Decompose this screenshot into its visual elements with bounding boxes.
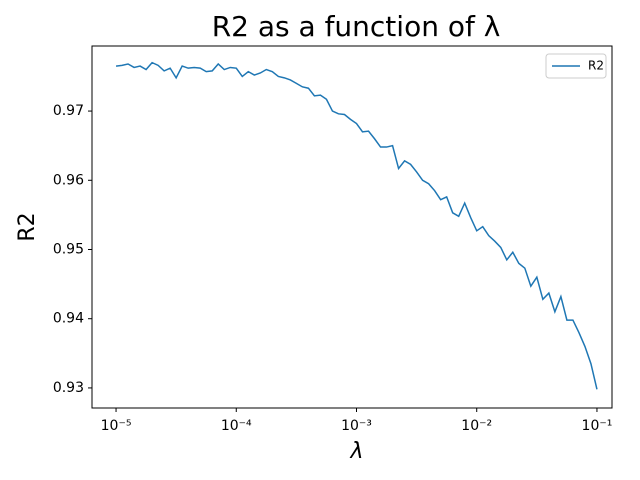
x-tick-label: 10⁻³ [341,418,372,434]
x-tick-label: 10⁻¹ [582,418,613,434]
plot-frame [91,45,613,409]
x-tick-label: 10⁻⁵ [101,418,132,434]
line [115,61,598,390]
y-tick-label: 0.93 [53,380,84,396]
legend-label: R2 [588,59,604,73]
y-tick-label: 0.96 [53,172,84,188]
y-axis-label: R2 [15,212,40,241]
x-axis-label: λ [349,439,363,464]
x-tick-label: 10⁻² [461,418,492,434]
chart-title: R2 as a function of λ [212,10,501,43]
y-tick-label: 0.97 [53,103,84,119]
y-tick-label: 0.94 [53,311,84,327]
y-tick-label: 0.95 [53,241,84,257]
x-tick-label: 10⁻⁴ [221,418,252,434]
